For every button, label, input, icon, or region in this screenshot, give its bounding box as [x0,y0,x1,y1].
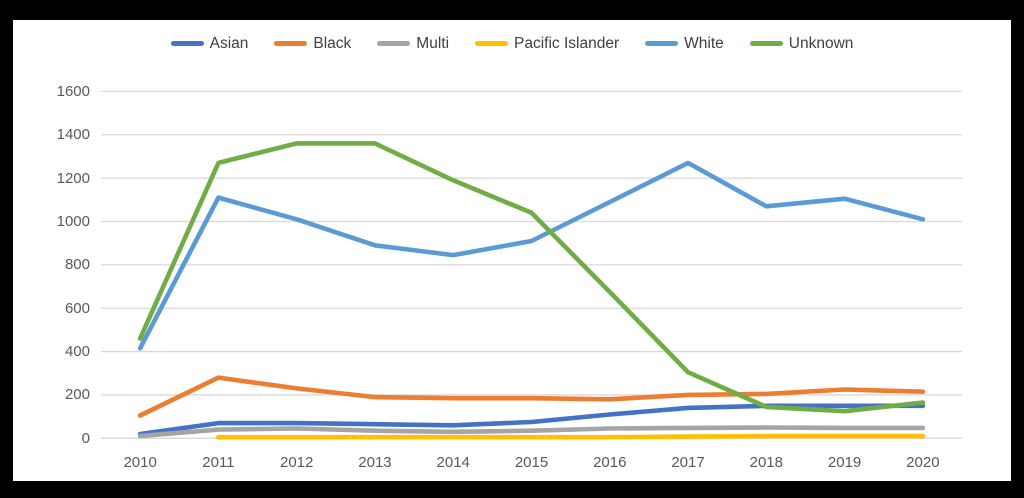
legend-item-asian[interactable]: Asian [170,35,249,52]
y-tick-label: 1600 [56,82,90,100]
x-tick-label: 2019 [827,454,862,471]
series-line-black [137,375,926,418]
series-line-asian [137,403,926,437]
x-tick-label: 2014 [436,454,470,471]
x-tick-label: 2020 [906,454,940,471]
x-tick-label: 2011 [202,454,235,471]
series-line-white [137,160,926,351]
legend-swatch-black [274,41,308,47]
legend-label: Black [313,35,352,52]
legend-label: Unknown [788,35,854,52]
x-tick-label: 2016 [593,454,627,471]
x-tick-label: 2010 [123,454,157,471]
y-tick-label: 800 [64,256,90,274]
x-tick-label: 2015 [514,454,549,471]
y-tick-label: 1000 [56,212,90,230]
legend-swatch-white [645,41,679,47]
y-tick-label: 400 [64,343,90,361]
y-tick-label: 0 [81,429,90,447]
legend-swatch-multi [377,41,411,47]
y-tick-label: 1200 [56,169,90,187]
legend-label: White [684,35,724,52]
series-line-pacific-islander [216,433,926,440]
y-tick-label: 200 [64,386,90,404]
y-tick-label: 600 [64,299,90,317]
y-tick-label: 1400 [56,126,90,144]
legend-swatch-asian [170,41,204,47]
series-line-unknown [137,141,926,414]
legend-item-black[interactable]: Black [274,36,351,52]
legend-item-unknown[interactable]: Unknown [749,35,854,52]
series-line-multi [137,425,926,439]
legend-item-white[interactable]: White [645,36,724,52]
x-tick-label: 2017 [671,454,705,471]
legend-label: Asian [209,35,249,52]
x-tick-label: 2012 [279,454,314,471]
legend-swatch-unknown [749,41,783,47]
x-tick-label: 2013 [358,454,392,471]
legend-label: Pacific Islander [514,35,620,52]
legend-item-multi[interactable]: Multi [377,36,449,52]
x-tick-label: 2018 [749,454,783,471]
legend-swatch-pacific-islander [475,41,509,47]
chart-legend: Asian Black Multi Pacific Islander White Unkn… [0,36,1024,52]
legend-item-pacific-islander[interactable]: Pacific Islander [475,36,619,52]
legend-label: Multi [416,35,450,52]
